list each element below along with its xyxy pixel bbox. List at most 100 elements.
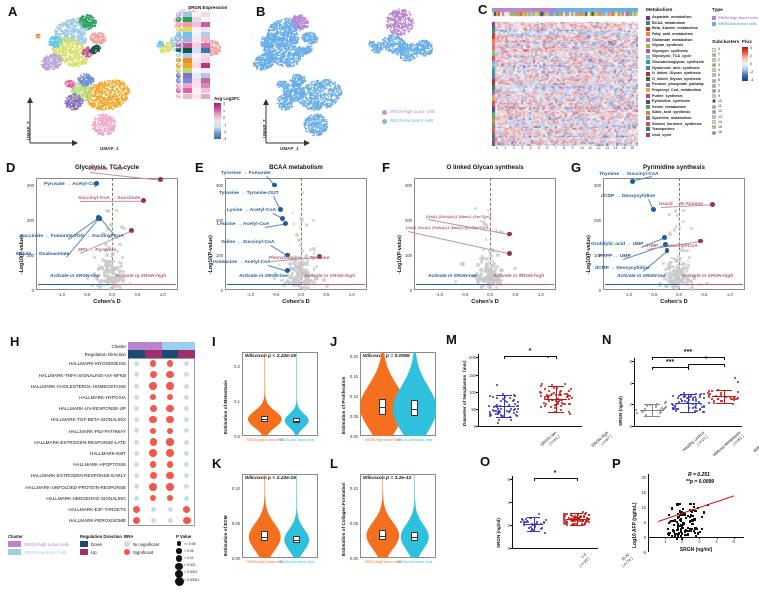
panel-c-metabolism-label: Fatty_acid_metabolism: [652, 32, 693, 36]
ytick: 200: [592, 218, 601, 223]
data-point: [585, 521, 587, 523]
panel-h-dot[interactable]: [149, 449, 157, 457]
panel-h-dot[interactable]: [184, 440, 189, 445]
panel-h-dot[interactable]: [166, 382, 174, 390]
bracket-tick: [556, 356, 557, 359]
panel-h-dot[interactable]: [134, 395, 139, 400]
data-point: [564, 393, 566, 395]
panel-h-dot[interactable]: [166, 371, 173, 378]
panel-h-pvalue-legend-dot: [176, 555, 182, 561]
panel-h-dot[interactable]: [166, 416, 174, 424]
panel-h-dot[interactable]: [166, 438, 173, 445]
xtick: 1.0: [347, 292, 357, 297]
yaxis-label: -Log10(P-value): [208, 235, 214, 274]
data-point: [675, 410, 677, 412]
boxplot-median: [411, 537, 418, 538]
volcano-point: [121, 256, 124, 259]
ytick: 300: [214, 183, 223, 188]
legend-swatch: [712, 58, 716, 62]
panel-h-dot[interactable]: [184, 384, 189, 389]
data-point: [568, 390, 570, 392]
panel-c-type-label: SRGN-high tumor cells: [718, 16, 758, 20]
panel-h-pvalue-legend-label: <= 0.05: [184, 542, 196, 546]
data-point: [569, 413, 571, 415]
volcano-labeled-point[interactable]: [98, 216, 103, 221]
panel-h-dot[interactable]: [184, 496, 189, 501]
volcano-point: [676, 285, 680, 289]
ytick-mark: [510, 502, 512, 503]
data-point: [510, 408, 512, 410]
boxplot-median: [293, 540, 300, 541]
volcano-labeled-point[interactable]: [158, 177, 163, 182]
panel-h-dot[interactable]: [151, 507, 156, 512]
data-point: [694, 518, 696, 520]
panel-h-dot[interactable]: [166, 472, 173, 479]
panel-h-dot[interactable]: [134, 462, 139, 467]
legend-swatch: [646, 133, 650, 137]
volcano-point-label: dCMP → Deoxycytidine: [595, 266, 650, 271]
panel-h-dot[interactable]: [167, 360, 174, 367]
panel-h-dot[interactable]: [134, 496, 139, 501]
panel-h-dot[interactable]: [150, 405, 157, 412]
bracket-tick: [652, 357, 653, 360]
volcano-labeled-point[interactable]: [141, 198, 146, 203]
data-point: [694, 396, 696, 398]
panel-h-cluster-header-cell: [128, 342, 145, 350]
panel-h-dot[interactable]: [134, 440, 139, 445]
ytick: 0.10: [344, 486, 358, 491]
panel-h-significance-legend-label: Significant: [133, 550, 153, 555]
panel-h-dot[interactable]: [166, 483, 174, 491]
panel-h-dot[interactable]: [166, 405, 173, 412]
panel-h-dot[interactable]: [134, 417, 139, 422]
bracket-tick: [534, 478, 535, 481]
data-point: [635, 409, 637, 411]
volcano-point-label: (Gal)1 (GlcNAc)1 (Man)1 (Ser/Thr)1: [426, 214, 492, 219]
legend-swatch: [712, 120, 716, 124]
annotation-activate-low: Activate in SRGN-low: [428, 274, 477, 279]
xtick: -1.0: [623, 292, 633, 297]
panel-h-dot[interactable]: [134, 361, 139, 366]
ytick: 0.0: [226, 434, 240, 439]
volcano-labeled-point[interactable]: [630, 179, 635, 184]
data-point: [674, 533, 676, 535]
panel-h-dot[interactable]: [134, 451, 139, 456]
data-point: [566, 513, 568, 515]
error-bar-cap: [570, 525, 583, 526]
data-point: [488, 405, 490, 407]
panel-h-dot[interactable]: [168, 507, 173, 512]
panel-a-yaxis-label: UMAP_2: [26, 121, 31, 140]
panel-h-dot[interactable]: [149, 382, 157, 390]
panel-h-dot[interactable]: [150, 472, 157, 479]
panel-c-metabolism-label: Glycan_synthesis: [652, 43, 683, 47]
panel-h-dot[interactable]: [183, 517, 191, 525]
panel-h-dot[interactable]: [151, 518, 156, 523]
panel-h-dot[interactable]: [167, 461, 174, 468]
panel-h-dot[interactable]: [133, 506, 140, 513]
volcano-point: [104, 269, 107, 272]
panel-h-dot[interactable]: [134, 384, 139, 389]
data-point: [734, 377, 736, 379]
data-point: [677, 534, 679, 536]
volcano-labeled-point[interactable]: [651, 207, 656, 212]
panel-c-subcluster-label: 3: [718, 63, 720, 67]
panel-h-dot[interactable]: [149, 483, 157, 491]
volcano-labeled-point[interactable]: [507, 251, 512, 256]
panel-c-subcluster-label: 7: [718, 84, 720, 88]
panel-h-dot[interactable]: [166, 449, 174, 457]
panel-h-dot[interactable]: [168, 518, 173, 523]
panel-h-pathway-label: HALLMARK-P53-PATHWAY: [68, 429, 126, 434]
panel-h-dot[interactable]: [134, 473, 139, 478]
volcano-labeled-point[interactable]: [280, 216, 285, 221]
panel-h-dot[interactable]: [150, 438, 157, 445]
volcano-point: [120, 225, 124, 229]
data-point: [540, 406, 542, 408]
volcano-labeled-point[interactable]: [698, 239, 703, 244]
volcano-labeled-point[interactable]: [129, 228, 134, 233]
volcano-labeled-point[interactable]: [710, 202, 715, 207]
volcano-labeled-point[interactable]: [283, 221, 288, 226]
volcano-labeled-point[interactable]: [507, 232, 512, 237]
xaxis-label: Cohen's D: [225, 299, 367, 305]
panel-h-dot[interactable]: [134, 406, 139, 411]
panel-h-direction-header-cell: [162, 350, 179, 358]
